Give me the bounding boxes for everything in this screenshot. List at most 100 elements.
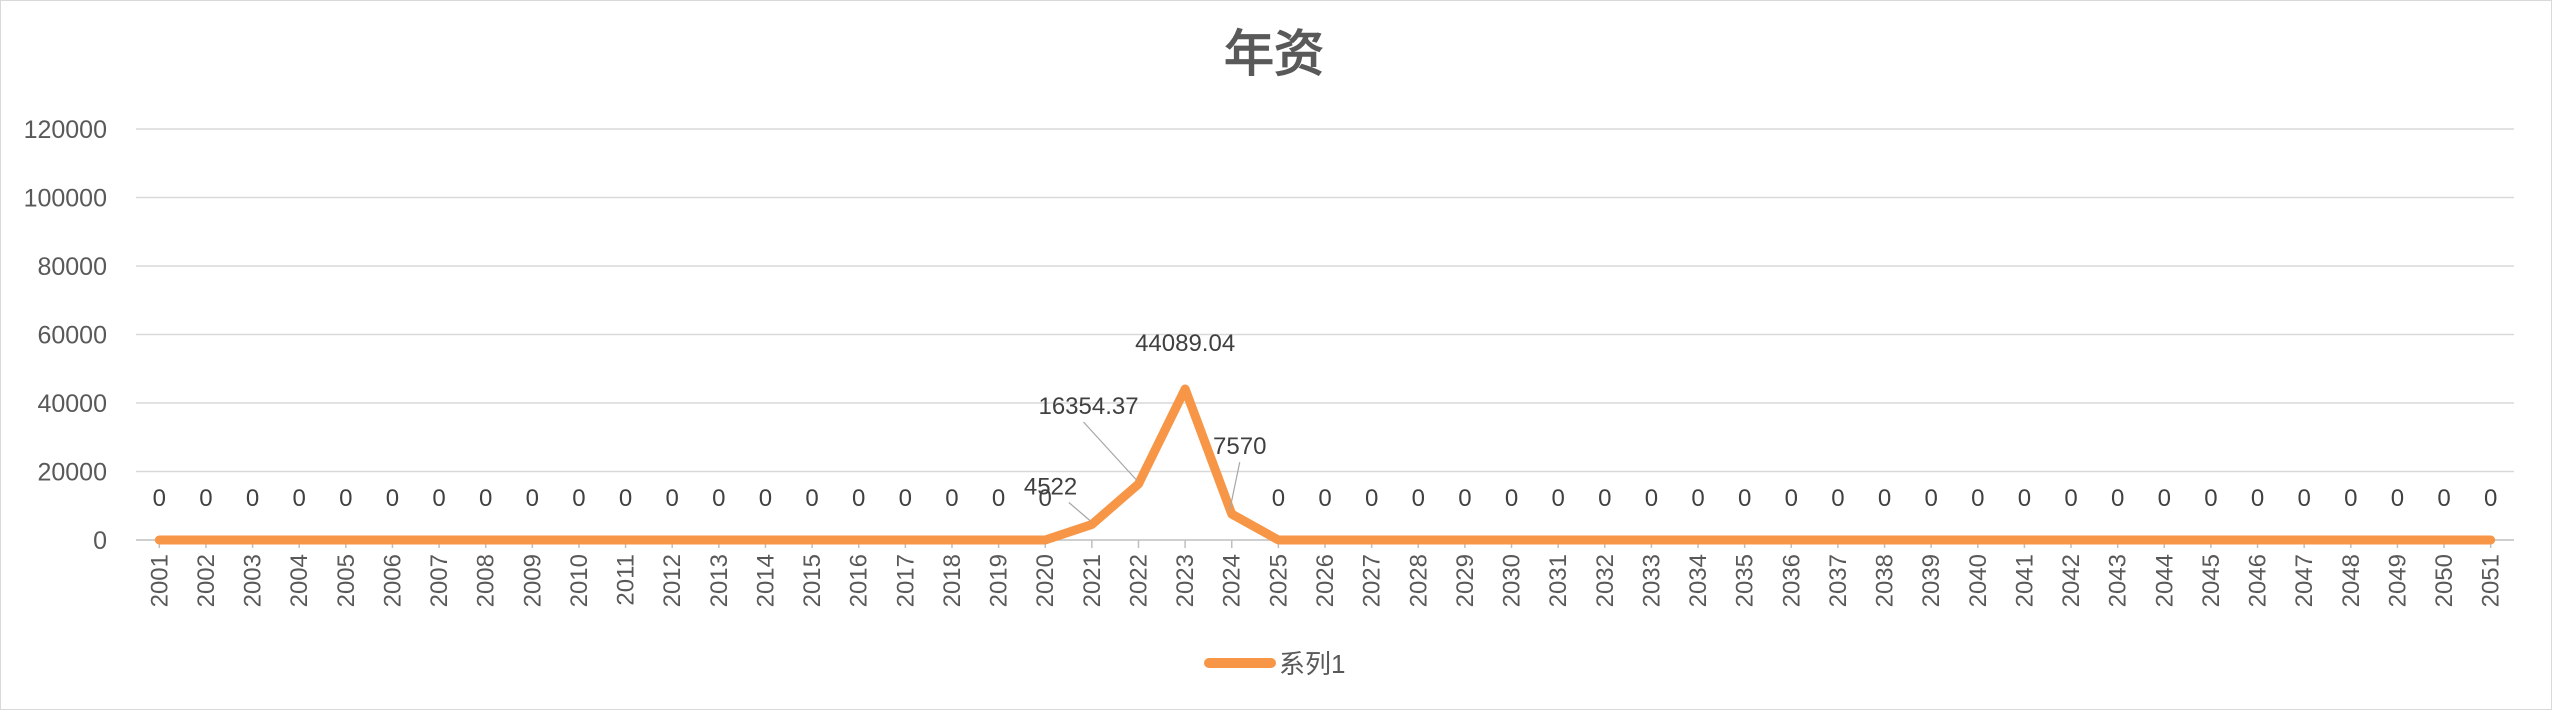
- x-tick-label: 2026: [1312, 554, 1339, 607]
- x-tick-label: 2049: [2384, 554, 2411, 607]
- data-label: 0: [339, 485, 352, 512]
- data-label: 16354.37: [1038, 393, 1138, 420]
- data-label: 0: [1598, 485, 1611, 512]
- data-label: 0: [1785, 485, 1798, 512]
- x-tick-label: 2036: [1778, 554, 1805, 607]
- data-label: 0: [1645, 485, 1658, 512]
- x-tick-label: 2006: [379, 554, 406, 607]
- data-label: 0: [386, 485, 399, 512]
- data-label: 0: [992, 485, 1005, 512]
- x-tick-label: 2009: [519, 554, 546, 607]
- data-label: 0: [2018, 485, 2031, 512]
- data-label: 0: [572, 485, 585, 512]
- data-label: 0: [153, 485, 166, 512]
- x-tick-label: 2039: [1918, 554, 1945, 607]
- x-tick-label: 2007: [426, 554, 453, 607]
- x-axis: 2001 2002 2003 2004 2005 2006 2007 2008 2009 2010…: [146, 540, 2505, 607]
- data-label: 44089.04: [1135, 330, 1235, 357]
- data-label: 0: [2484, 485, 2497, 512]
- x-tick-label: 2042: [2058, 554, 2085, 607]
- x-tick-label: 2033: [1638, 554, 1665, 607]
- x-tick-label: 2024: [1219, 554, 1246, 607]
- x-tick-label: 2045: [2198, 554, 2225, 607]
- y-tick-label: 100000: [24, 185, 107, 213]
- x-tick-label: 2016: [846, 554, 873, 607]
- data-label: 0: [2204, 485, 2217, 512]
- data-label: 0: [805, 485, 818, 512]
- data-label: 0: [759, 485, 772, 512]
- x-tick-label: 2022: [1125, 554, 1152, 607]
- data-label: 0: [1458, 485, 1471, 512]
- y-tick-label: 40000: [37, 390, 107, 418]
- data-label-leader: [1083, 421, 1137, 481]
- data-label: 0: [432, 485, 445, 512]
- data-label: 0: [1691, 485, 1704, 512]
- data-label: 0: [945, 485, 958, 512]
- data-label: 7570: [1213, 433, 1266, 460]
- x-tick-label: 2004: [286, 554, 313, 607]
- data-label: 0: [1924, 485, 1937, 512]
- data-label: 0: [1039, 485, 1052, 512]
- data-label: 0: [666, 485, 679, 512]
- x-tick-label: 2047: [2291, 554, 2318, 607]
- data-label: 0: [2064, 485, 2077, 512]
- data-label-leader: [1068, 502, 1091, 521]
- data-label: 0: [293, 485, 306, 512]
- y-axis: 0 20000 40000 60000 80000 100000 120000: [24, 116, 107, 555]
- x-tick-label: 2017: [892, 554, 919, 607]
- data-label: 0: [1551, 485, 1564, 512]
- data-label: 0: [1831, 485, 1844, 512]
- x-tick-label: 2021: [1079, 554, 1106, 607]
- data-labels: 0 0 0 0 0 0 0 0 0 0 0 0 0 0 0 0 0 0 0 0 4522 16354.37 44089.04…: [153, 330, 2497, 521]
- x-tick-label: 2046: [2245, 554, 2272, 607]
- x-tick-label: 2015: [799, 554, 826, 607]
- data-label: 0: [1505, 485, 1518, 512]
- data-label: 0: [1412, 485, 1425, 512]
- x-tick-label: 2032: [1592, 554, 1619, 607]
- data-label: 0: [246, 485, 259, 512]
- x-tick-label: 2029: [1452, 554, 1479, 607]
- legend: 系列1: [1204, 649, 1345, 679]
- data-label-leader: [1229, 461, 1241, 511]
- x-tick-label: 2038: [1872, 554, 1899, 607]
- x-tick-label: 2014: [752, 554, 779, 607]
- data-label: 0: [712, 485, 725, 512]
- x-tick-label: 2012: [659, 554, 686, 607]
- data-label: 0: [199, 485, 212, 512]
- data-label: 0: [1272, 485, 1285, 512]
- x-tick-label: 2040: [1965, 554, 1992, 607]
- data-label: 0: [1365, 485, 1378, 512]
- x-tick-label: 2025: [1265, 554, 1292, 607]
- series-group: [154, 384, 2496, 545]
- x-tick-label: 2044: [2151, 554, 2178, 607]
- x-tick-label: 2037: [1825, 554, 1852, 607]
- x-tick-label: 2008: [473, 554, 500, 607]
- x-tick-label: 2010: [566, 554, 593, 607]
- x-tick-label: 2013: [706, 554, 733, 607]
- x-tick-label: 2023: [1172, 554, 1199, 607]
- x-tick-label: 2050: [2431, 554, 2458, 607]
- x-tick-label: 2028: [1405, 554, 1432, 607]
- data-label: 0: [1971, 485, 1984, 512]
- x-tick-label: 2034: [1685, 554, 1712, 607]
- x-tick-label: 2001: [146, 554, 173, 607]
- data-label: 0: [899, 485, 912, 512]
- data-label: 0: [2391, 485, 2404, 512]
- y-tick-label: 120000: [24, 116, 107, 144]
- x-tick-label: 2030: [1499, 554, 1526, 607]
- x-tick-label: 2027: [1359, 554, 1386, 607]
- y-tick-label: 80000: [37, 253, 107, 281]
- data-label: 0: [1878, 485, 1891, 512]
- y-tick-label: 20000: [37, 459, 107, 487]
- data-label: 4522: [1024, 474, 1077, 501]
- y-tick-label: 60000: [37, 322, 107, 350]
- data-label: 0: [2437, 485, 2450, 512]
- chart-title: 年资: [1224, 24, 1324, 83]
- data-label: 0: [619, 485, 632, 512]
- x-tick-label: 2048: [2338, 554, 2365, 607]
- data-label: 0: [2158, 485, 2171, 512]
- data-label: 0: [1318, 485, 1331, 512]
- x-tick-label: 2003: [240, 554, 267, 607]
